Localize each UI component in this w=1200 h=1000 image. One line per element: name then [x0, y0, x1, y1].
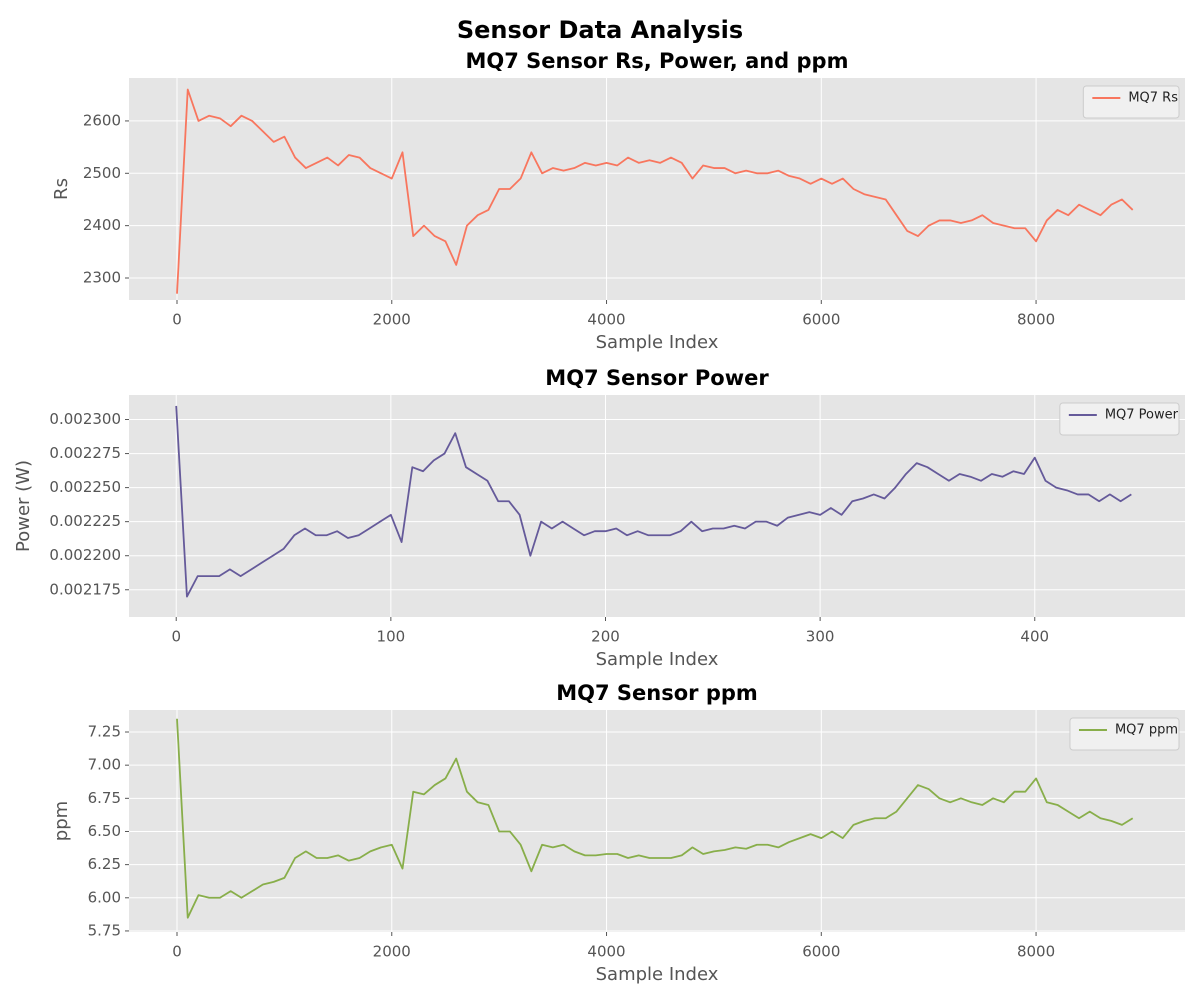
x-tick-label: 6000	[802, 311, 840, 329]
x-tick-label: 100	[377, 628, 406, 646]
y-tick-label: 0.002225	[49, 512, 121, 530]
y-tick-label: 0.002250	[49, 478, 121, 496]
x-tick-label: 4000	[587, 943, 625, 961]
y-tick-label: 0.002200	[49, 546, 121, 564]
legend-label: MQ7 ppm	[1115, 723, 1178, 738]
x-axis-label: Sample Index	[596, 964, 719, 985]
x-tick-label: 6000	[802, 943, 840, 961]
y-axis-label: Power (W)	[13, 460, 34, 552]
x-tick-label: 300	[806, 628, 835, 646]
y-axis-label: Rs	[51, 178, 72, 200]
x-axis-label: Sample Index	[596, 649, 719, 670]
x-tick-label: 0	[172, 943, 182, 961]
legend-label: MQ7 Power	[1105, 408, 1179, 423]
y-tick-label: 6.00	[88, 888, 121, 906]
figure-title: Sensor Data Analysis	[457, 16, 743, 44]
x-tick-label: 4000	[587, 311, 625, 329]
y-tick-label: 2500	[83, 164, 121, 182]
x-tick-label: 400	[1020, 628, 1049, 646]
y-tick-label: 0.002175	[49, 580, 121, 598]
y-tick-label: 6.25	[88, 855, 121, 873]
y-tick-label: 0.002300	[49, 410, 121, 428]
chart-title: MQ7 Sensor Rs, Power, and ppm	[466, 49, 849, 73]
data-line	[176, 88, 1134, 294]
data-line	[176, 718, 1134, 919]
x-tick-label: 2000	[373, 311, 411, 329]
x-tick-label: 8000	[1017, 311, 1055, 329]
y-tick-label: 6.50	[88, 822, 121, 840]
y-tick-label: 2400	[83, 216, 121, 234]
legend-label: MQ7 Rs	[1128, 91, 1178, 106]
y-tick-label: 0.002275	[49, 444, 121, 462]
x-tick-label: 0	[171, 628, 181, 646]
legend-box	[1069, 717, 1180, 751]
y-tick-label: 5.75	[88, 921, 121, 939]
y-tick-label: 6.75	[88, 789, 121, 807]
y-tick-label: 2300	[83, 269, 121, 287]
legend-box	[1082, 85, 1180, 119]
legend: MQ7 ppm	[1069, 717, 1180, 751]
x-tick-label: 0	[172, 311, 182, 329]
plot-area	[129, 78, 1185, 300]
legend: MQ7 Rs	[1082, 85, 1180, 119]
x-tick-label: 200	[591, 628, 620, 646]
chart-title: MQ7 Sensor Power	[545, 366, 769, 390]
y-tick-label: 7.25	[88, 723, 121, 741]
x-tick-label: 8000	[1017, 943, 1055, 961]
chart-title: MQ7 Sensor ppm	[556, 681, 758, 705]
plot-area	[129, 395, 1185, 617]
x-axis-label: Sample Index	[596, 332, 719, 353]
y-tick-label: 7.00	[88, 756, 121, 774]
legend-box	[1059, 402, 1180, 436]
x-tick-label: 2000	[373, 943, 411, 961]
legend: MQ7 Power	[1059, 402, 1180, 436]
data-line	[175, 405, 1132, 598]
y-tick-label: 2600	[83, 111, 121, 129]
y-axis-label: ppm	[51, 801, 72, 841]
plot-area	[129, 710, 1185, 932]
